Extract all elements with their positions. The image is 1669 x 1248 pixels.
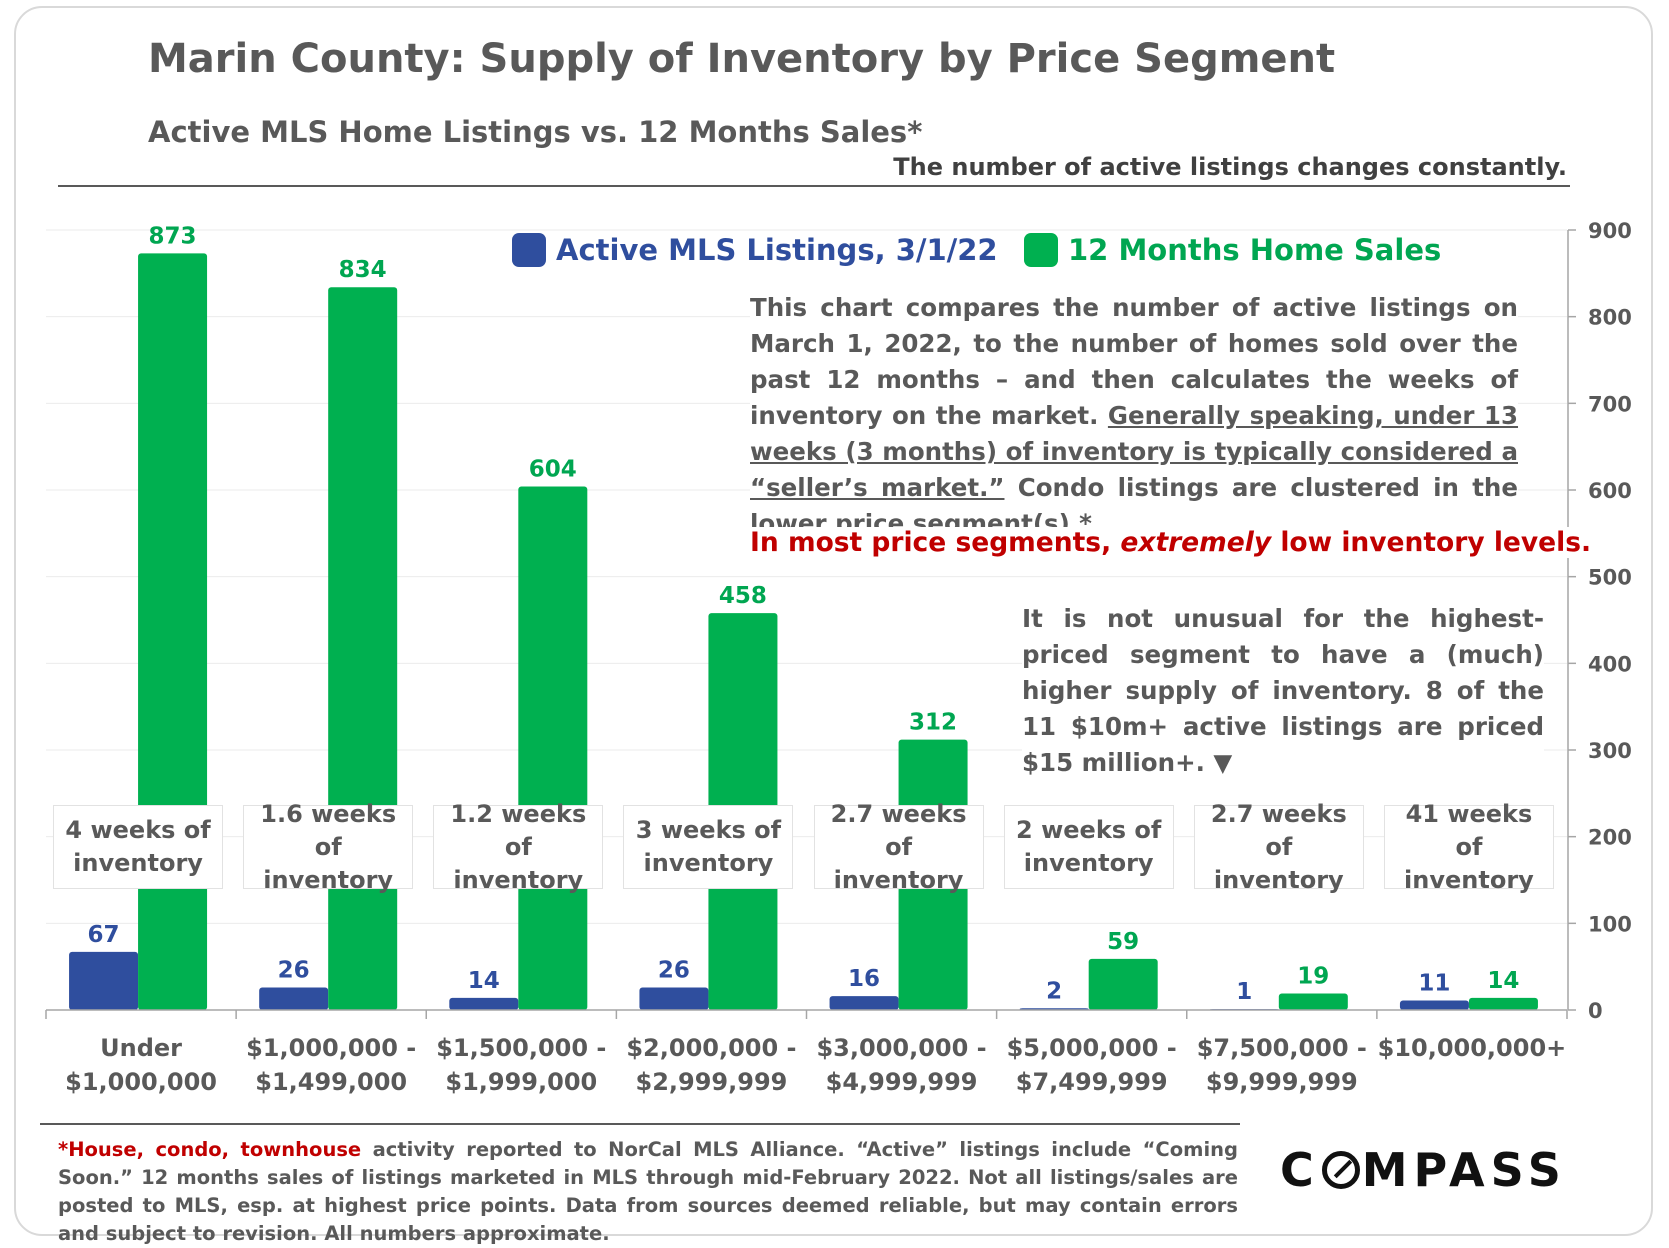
y-tick-label: 0 (1588, 999, 1603, 1023)
data-label-active: 1 (1236, 979, 1252, 1005)
x-category-label: $7,500,000 - (1197, 1034, 1367, 1062)
data-label-sales: 19 (1297, 964, 1329, 990)
bar-sales (1468, 997, 1538, 1010)
bar-sales (1278, 993, 1348, 1010)
x-category-label: $2,999,999 (636, 1068, 788, 1096)
bar-active (1399, 1000, 1469, 1010)
x-category-label: $1,000,000 (65, 1068, 217, 1096)
weeks-of-inventory-box: 4 weeks of inventory (53, 805, 224, 889)
data-label-sales: 873 (149, 223, 197, 249)
data-label-sales: 834 (339, 257, 387, 283)
weeks-of-inventory-box: 1.2 weeks of inventory (433, 800, 604, 894)
data-label-sales: 59 (1107, 929, 1139, 955)
footnote-prefix: * (58, 1138, 69, 1161)
weeks-of-inventory-box: 3 weeks of inventory (623, 805, 794, 889)
legend-active: Active MLS Listings, 3/1/22 (512, 232, 998, 268)
bar-sales (1088, 958, 1158, 1010)
x-category-label: $5,000,000 - (1007, 1034, 1177, 1062)
x-category-label: $1,499,000 (255, 1068, 407, 1096)
data-label-sales: 604 (529, 457, 577, 483)
data-label-active: 2 (1046, 978, 1062, 1004)
axes: 0 100 200 300 400 500 600 700 800 900 Under $1,000,… (45, 219, 1632, 1096)
highlight-after: low inventory levels. (1280, 527, 1592, 558)
data-label-active: 11 (1418, 970, 1450, 996)
legend-active-swatch (512, 233, 546, 267)
data-label-active: 67 (88, 922, 120, 948)
data-label-active: 14 (468, 968, 500, 994)
x-category-label: $7,499,999 (1016, 1068, 1168, 1096)
description-part1: This chart compares the number of active… (750, 293, 1518, 430)
chart-subtitle: Active MLS Home Listings vs. 12 Months S… (148, 115, 923, 149)
chart-title: Marin County: Supply of Inventory by Pri… (148, 36, 1336, 82)
weeks-of-inventory-box: 1.6 weeks of inventory (243, 800, 414, 894)
footnote-text: activity reported to NorCal MLS Alliance… (58, 1138, 1238, 1245)
legend-sales: 12 Months Home Sales (1024, 232, 1441, 268)
bar-active (639, 987, 709, 1010)
description-underlined: Generally speaking, under 13 weeks (3 mo… (750, 401, 1519, 502)
y-tick-label: 300 (1588, 739, 1632, 763)
y-tick-label: 600 (1588, 479, 1632, 503)
x-category-label: $1,999,000 (445, 1068, 597, 1096)
x-category-label: $10,000,000+ (1378, 1034, 1567, 1062)
data-label-active: 26 (278, 957, 310, 983)
x-category-label: Under (100, 1034, 182, 1062)
x-category-label: $1,500,000 - (436, 1034, 606, 1062)
data-label-active: 26 (658, 957, 690, 983)
bar-active (69, 951, 139, 1010)
y-tick-label: 700 (1588, 392, 1632, 416)
highlight-before: In most price segments, (750, 527, 1112, 558)
legend-sales-label: 12 Months Home Sales (1068, 233, 1442, 267)
x-category-label: $4,999,999 (826, 1068, 978, 1096)
bar-sales (138, 253, 208, 1010)
header-note: The number of active listings changes co… (893, 153, 1567, 181)
bar-sales (328, 287, 398, 1010)
weeks-of-inventory-box: 2.7 weeks of inventory (1193, 800, 1364, 894)
side-note: It is not unusual for the highest-priced… (1022, 601, 1544, 787)
legend-active-label: Active MLS Listings, 3/1/22 (556, 233, 998, 267)
y-tick-label: 200 (1588, 826, 1632, 850)
x-category-label: $1,000,000 - (246, 1034, 416, 1062)
bar-sales (518, 486, 588, 1010)
data-label-active: 16 (848, 966, 880, 992)
x-category-label: $3,000,000 - (816, 1034, 986, 1062)
description-text: This chart compares the number of active… (750, 290, 1518, 542)
x-category-label: $2,000,000 - (626, 1034, 796, 1062)
highlight-emphasis: extremely (1120, 527, 1272, 558)
highlight-text: In most price segments, extremely low in… (750, 527, 1592, 558)
legend-sales-swatch (1024, 233, 1058, 267)
y-tick-label: 500 (1588, 566, 1632, 590)
logo-o-glyph (1321, 1151, 1360, 1189)
x-category-label: $9,999,999 (1206, 1068, 1358, 1096)
bar-active (259, 987, 329, 1010)
data-label-sales: 458 (719, 583, 767, 609)
bar-active (829, 996, 899, 1010)
footnote: *House, condo, townhouse activity report… (58, 1136, 1238, 1248)
data-labels: 67 873 26 834 14 604 26 458 16 312 2 59 1 19 11 14 (88, 223, 1520, 1005)
y-tick-label: 800 (1588, 306, 1632, 330)
y-tick-label: 100 (1588, 912, 1632, 936)
weeks-of-inventory-box: 2.7 weeks of inventory (813, 800, 984, 894)
bar-active (449, 997, 519, 1010)
footnote-highlight: House, condo, townhouse (68, 1138, 362, 1161)
y-tick-label: 900 (1588, 219, 1632, 243)
compass-logo: C MPASS (1280, 1143, 1567, 1197)
y-tick-label: 400 (1588, 652, 1632, 676)
header-divider (58, 185, 1570, 187)
footer-divider (40, 1123, 1240, 1125)
data-label-sales: 312 (909, 710, 957, 736)
weeks-of-inventory-box: 2 weeks of inventory (1003, 805, 1174, 889)
data-label-sales: 14 (1487, 968, 1519, 994)
weeks-of-inventory-box: 41 weeks of inventory (1383, 800, 1554, 894)
